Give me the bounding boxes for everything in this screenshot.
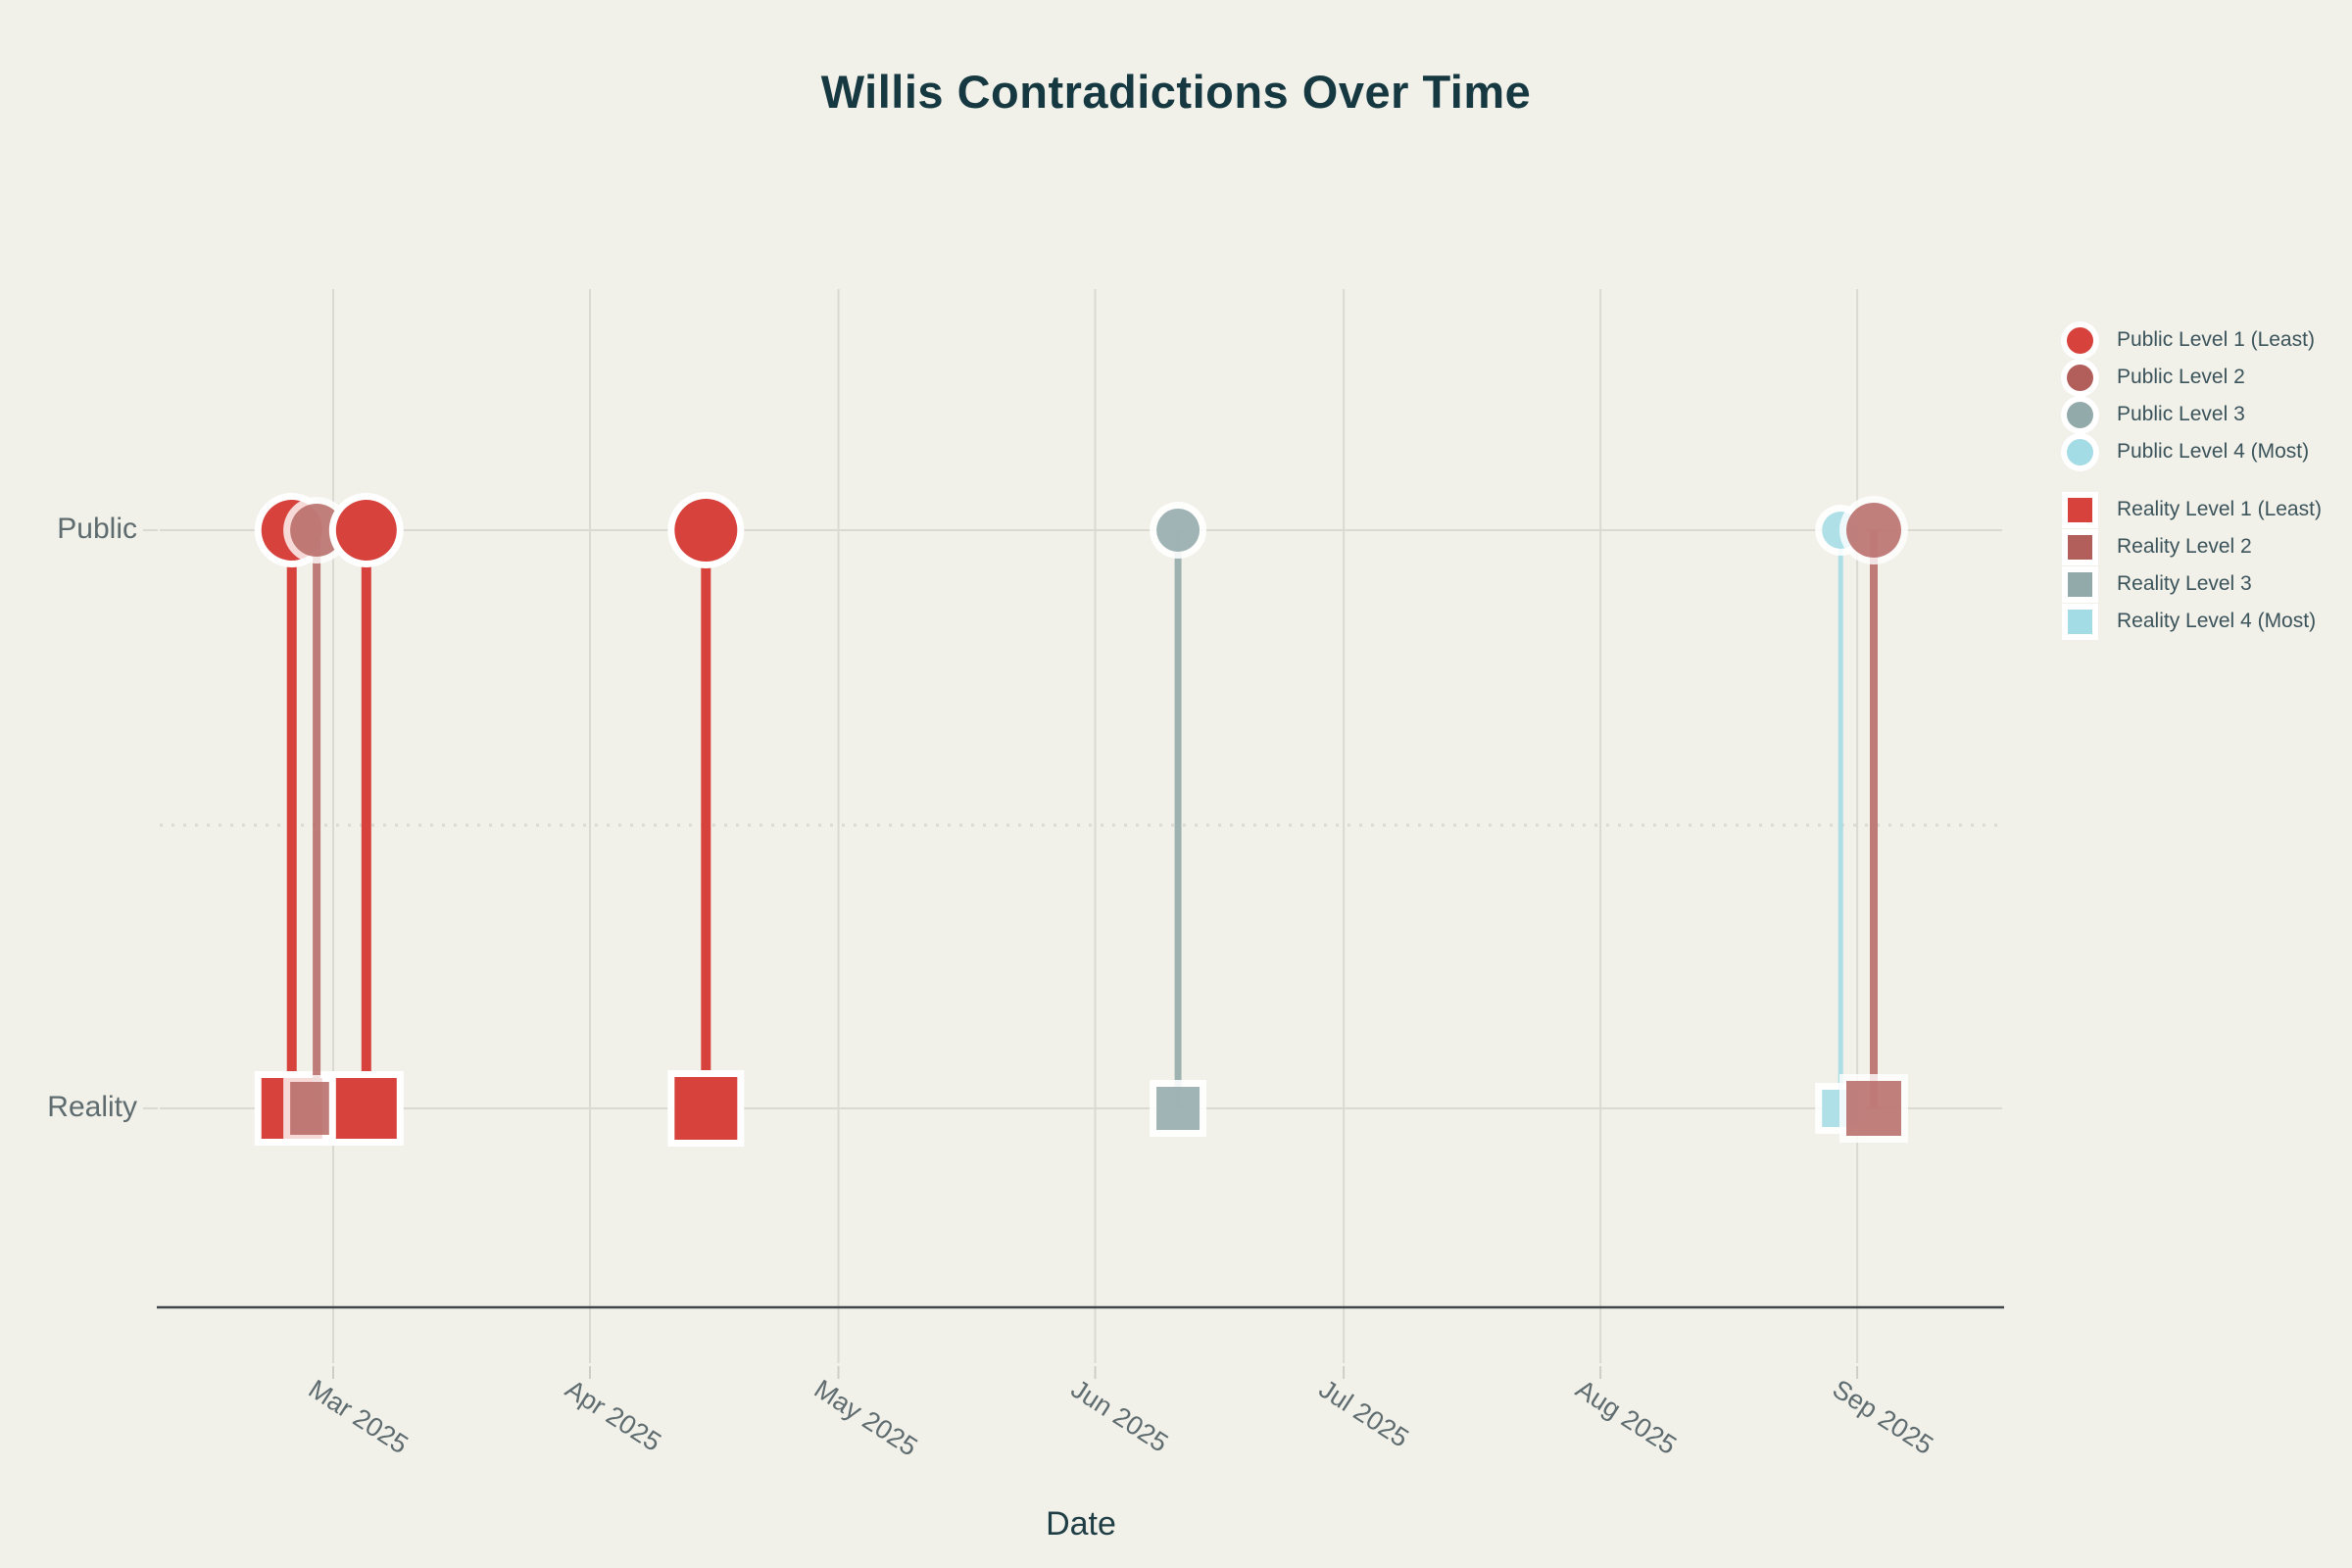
legend-swatch — [2066, 438, 2093, 466]
circle-swatch-icon — [2060, 364, 2099, 391]
legend-item-public-level-4[interactable]: Public Level 4 (Most) — [2060, 433, 2322, 470]
legend-label: Public Level 1 (Least) — [2117, 328, 2315, 351]
legend-label: Public Level 4 (Most) — [2117, 440, 2310, 463]
x-axis-title: Date — [1046, 1505, 1116, 1543]
legend-swatch — [2061, 565, 2098, 603]
legend-item-public-level-1[interactable]: Public Level 1 (Least) — [2060, 321, 2322, 359]
legend-group-reality: Reality Level 1 (Least) Reality Level 2 Re… — [2060, 491, 2322, 640]
legend-swatch — [2066, 364, 2093, 391]
legend-swatch — [2061, 603, 2098, 640]
square-swatch-icon — [2060, 491, 2099, 528]
chart-title: Willis Contradictions Over Time — [820, 66, 1532, 118]
legend-swatch — [2066, 401, 2093, 428]
reality-marker[interactable] — [1156, 1087, 1200, 1130]
legend-item-reality-level-1[interactable]: Reality Level 1 (Least) — [2060, 491, 2322, 528]
reality-marker[interactable] — [674, 1077, 738, 1140]
legend-label: Public Level 2 — [2117, 366, 2245, 388]
legend-swatch — [2061, 491, 2098, 528]
dumbbell-2025-08-30-level-4 — [1815, 505, 1867, 1134]
legend-label: Reality Level 2 — [2117, 535, 2252, 558]
y-axis-label-public: Public — [57, 513, 137, 545]
circle-swatch-icon — [2060, 438, 2099, 466]
dumbbell-2025-03-05-level-1 — [328, 493, 404, 1146]
legend-label: Reality Level 4 (Most) — [2117, 610, 2317, 632]
dumbbell-2025-06-11-level-3 — [1150, 502, 1207, 1137]
legend-item-public-level-3[interactable]: Public Level 3 — [2060, 396, 2322, 433]
y-axis-label-reality: Reality — [47, 1091, 137, 1123]
reality-marker[interactable] — [1846, 1081, 1901, 1136]
public-marker[interactable] — [335, 500, 397, 561]
legend-group-public: Public Level 1 (Least) Public Level 2 Publ… — [2060, 321, 2322, 470]
public-marker[interactable] — [674, 499, 738, 562]
public-marker[interactable] — [290, 504, 344, 557]
legend-label: Public Level 3 — [2117, 403, 2245, 425]
dumbbell-2025-09-03-level-2 — [1839, 496, 1908, 1143]
legend-label: Reality Level 1 (Least) — [2117, 498, 2322, 520]
legend-swatch — [2066, 326, 2093, 354]
reality-marker[interactable] — [335, 1078, 397, 1139]
legend-group-gap — [2060, 470, 2322, 491]
legend-label: Reality Level 3 — [2117, 572, 2252, 595]
dumbbell-2025-04-15-level-1 — [667, 492, 745, 1147]
legend-item-reality-level-2[interactable]: Reality Level 2 — [2060, 528, 2322, 565]
square-swatch-icon — [2060, 603, 2099, 640]
legend-item-reality-level-4[interactable]: Reality Level 4 (Most) — [2060, 603, 2322, 640]
circle-swatch-icon — [2060, 401, 2099, 428]
circle-swatch-icon — [2060, 326, 2099, 354]
square-swatch-icon — [2060, 528, 2099, 565]
legend-item-reality-level-3[interactable]: Reality Level 3 — [2060, 565, 2322, 603]
legend-swatch — [2061, 528, 2098, 565]
public-marker[interactable] — [1846, 503, 1901, 558]
legend-item-public-level-2[interactable]: Public Level 2 — [2060, 359, 2322, 396]
legend: Public Level 1 (Least) Public Level 2 Publ… — [2060, 321, 2322, 640]
public-marker[interactable] — [1156, 509, 1200, 552]
square-swatch-icon — [2060, 565, 2099, 603]
